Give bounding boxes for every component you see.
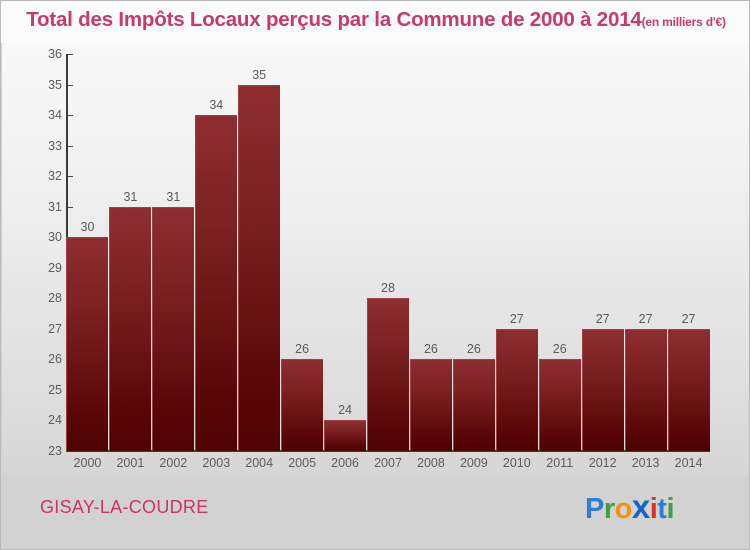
y-axis-label: 27 (48, 321, 62, 336)
bar[interactable] (195, 115, 238, 451)
bar-group: 27 2013 (624, 312, 667, 470)
x-axis-label: 2014 (674, 456, 703, 470)
bar-value-label: 24 (338, 403, 353, 418)
plot-area: 23 24 25 26 27 28 29 30 31 32 33 34 35 36 30 2000 31 200… (2, 43, 749, 475)
logo-letter: o (614, 493, 633, 525)
bar[interactable] (152, 206, 195, 451)
bar[interactable] (367, 298, 409, 451)
x-axis-line (66, 450, 710, 452)
title-bar: Total des Impôts Locaux perçus par la Co… (1, 1, 749, 43)
bar-group: 27 2012 (581, 312, 624, 470)
bar-value-label: 27 (638, 311, 653, 326)
logo-letter: i (649, 493, 658, 525)
x-axis-label: 2000 (73, 456, 102, 470)
y-axis-label: 36 (48, 47, 62, 61)
bar-value-label: 31 (123, 189, 138, 204)
bar-group: 35 2004 (238, 68, 281, 470)
y-axis-tick (68, 84, 73, 86)
y-axis-label: 25 (48, 382, 62, 397)
bar-value-label: 28 (381, 281, 395, 296)
bar[interactable] (538, 359, 581, 451)
bar[interactable] (109, 206, 152, 451)
footer: GISAY-LA-COUDRE Proxiti (2, 475, 749, 549)
y-axis-label: 23 (48, 444, 62, 458)
bar[interactable] (452, 359, 495, 451)
bar[interactable] (281, 359, 324, 451)
logo-letter: r (603, 493, 615, 525)
y-axis-label: 26 (48, 352, 62, 367)
commune-name: GISAY-LA-COUDRE (40, 497, 209, 517)
bar-value-label: 26 (552, 342, 567, 357)
x-axis-label: 2010 (502, 456, 531, 470)
bar[interactable] (624, 328, 667, 451)
y-axis-label: 31 (48, 199, 62, 214)
x-axis-label: 2006 (331, 456, 359, 470)
bar[interactable] (409, 359, 452, 451)
bar-value-label: 26 (423, 342, 438, 357)
logo-letter: P (585, 493, 604, 525)
bar-group: 31 2001 (109, 190, 152, 470)
logo-letter: i (666, 493, 675, 525)
x-axis-label: 2003 (202, 456, 231, 470)
bar-value-label: 31 (166, 189, 181, 204)
y-axis-tick (68, 206, 73, 208)
bar[interactable] (324, 420, 367, 451)
y-axis-tick (68, 176, 73, 178)
y-axis-label: 28 (48, 291, 62, 306)
bar-group: 30 2000 (66, 220, 109, 470)
logo-letter: t (657, 493, 667, 525)
y-axis-label: 33 (48, 138, 62, 153)
bar-group: 34 2003 (195, 98, 238, 470)
y-axis-label: 32 (48, 169, 62, 184)
bar-value-label: 27 (681, 311, 696, 326)
x-axis-label: 2012 (588, 456, 617, 470)
logo-letter: x (631, 488, 650, 525)
bar-group: 26 2009 (452, 342, 495, 470)
y-axis-label: 34 (48, 108, 62, 123)
y-axis-tick (68, 115, 73, 117)
bar-group: 26 2005 (281, 342, 324, 470)
bar-value-label: 30 (80, 220, 95, 235)
x-axis-label: 2004 (245, 456, 274, 470)
x-axis-label: 2005 (288, 456, 317, 470)
bar-value-label: 35 (252, 67, 267, 82)
bar-group: 24 2006 (324, 403, 367, 470)
x-axis-label: 2009 (459, 456, 488, 470)
bar[interactable] (495, 328, 538, 451)
x-axis-label: 2008 (417, 456, 445, 470)
bar-value-label: 27 (509, 311, 524, 326)
bar-group: 26 2011 (538, 342, 581, 470)
bar-group: 27 2010 (495, 312, 538, 470)
bar-group: 26 2008 (409, 342, 452, 470)
x-axis-label: 2001 (116, 456, 145, 470)
proxiti-logo[interactable]: Proxiti (585, 490, 674, 524)
page-title: Total des Impôts Locaux perçus par la Co… (26, 8, 642, 31)
bar-value-label: 27 (595, 311, 610, 326)
title-inner: Total des Impôts Locaux perçus par la Co… (26, 1, 726, 32)
y-axis-tick (68, 54, 73, 55)
x-axis-label: 2007 (374, 456, 402, 470)
bar-value-label: 34 (209, 98, 224, 113)
bar-value-label: 26 (466, 342, 481, 357)
y-axis-tick (68, 145, 73, 147)
bar-group: 28 2007 (367, 281, 409, 470)
bar-value-label: 26 (295, 342, 310, 357)
y-axis-label: 24 (48, 413, 62, 428)
bar-group: 31 2002 (152, 190, 195, 470)
y-axis-label: 35 (48, 77, 62, 92)
bar[interactable] (581, 328, 624, 451)
x-axis-label: 2002 (159, 456, 188, 470)
page-subtitle: (en milliers d'€) (641, 15, 726, 29)
bar[interactable] (238, 84, 281, 451)
x-axis-label: 2011 (546, 456, 574, 470)
bar[interactable] (667, 328, 710, 451)
bar[interactable] (66, 237, 109, 451)
bar-group: 27 2014 (667, 312, 710, 470)
y-axis-label: 29 (48, 260, 62, 275)
x-axis-label: 2013 (631, 456, 660, 470)
bar-series: 30 2000 31 2001 31 2002 34 2003 35 2004 26 2005 24 20… (2, 43, 749, 475)
y-axis-label: 30 (48, 230, 62, 245)
